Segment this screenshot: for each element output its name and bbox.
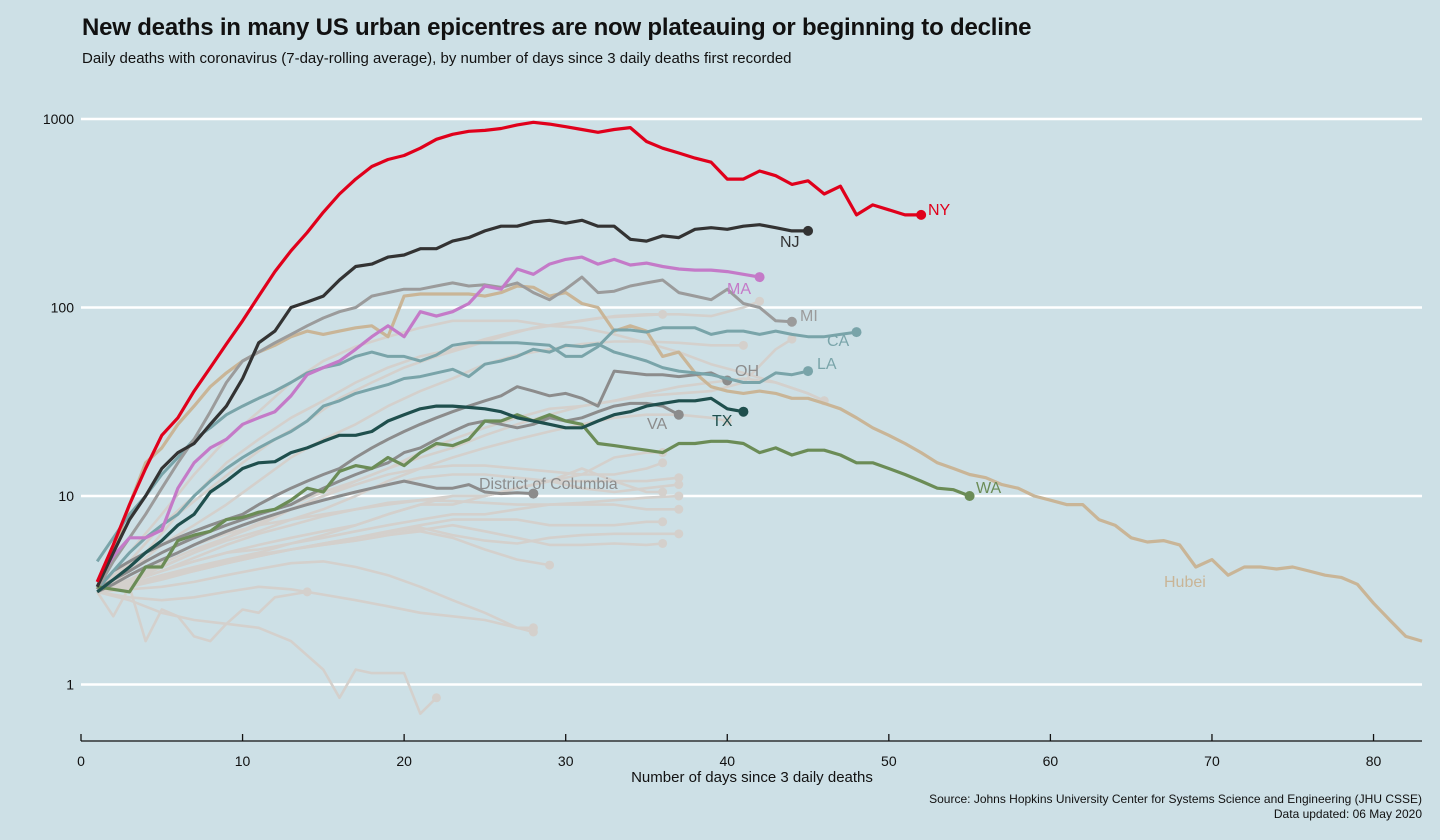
x-tick-label: 0 bbox=[77, 753, 85, 769]
label-oh: OH bbox=[735, 363, 759, 380]
background-series-end-marker bbox=[658, 538, 668, 548]
end-marker-mi bbox=[786, 316, 797, 327]
x-tick-label: 60 bbox=[1043, 753, 1059, 769]
source-line: Source: Johns Hopkins University Center … bbox=[929, 792, 1422, 806]
series-line-nj bbox=[95, 218, 808, 588]
x-tick-label: 20 bbox=[396, 753, 412, 769]
end-marker-district-of-columbia bbox=[528, 488, 539, 499]
background-series-line bbox=[96, 526, 679, 594]
x-tick-label: 40 bbox=[719, 753, 735, 769]
series-line-ny bbox=[95, 120, 922, 583]
background-series-line bbox=[96, 467, 663, 594]
end-marker-tx bbox=[738, 406, 749, 417]
background-series-end-marker bbox=[674, 504, 684, 514]
end-marker-la bbox=[803, 366, 814, 377]
background-series-end-marker bbox=[674, 473, 684, 483]
end-marker-ny bbox=[916, 209, 927, 220]
series-labels: NY NJ MA MI CA LA OH VA TX WA District of Columbia… bbox=[479, 202, 1206, 591]
x-axis-label: Number of days since 3 daily deaths bbox=[631, 769, 873, 786]
background-series-line bbox=[96, 319, 825, 591]
label-ca: CA bbox=[827, 333, 850, 350]
end-marker-ca bbox=[851, 327, 862, 338]
end-marker-ma bbox=[754, 272, 765, 283]
highlighted-series bbox=[95, 120, 1423, 643]
background-series-end-marker bbox=[787, 334, 797, 344]
background-series-line bbox=[96, 494, 679, 594]
background-series-line bbox=[97, 560, 534, 634]
chart-title: New deaths in many US urban epicentres a… bbox=[82, 14, 1032, 41]
label-wa: WA bbox=[976, 480, 1002, 497]
label-ma: MA bbox=[727, 281, 751, 298]
background-series-line bbox=[96, 590, 438, 715]
label-va: VA bbox=[647, 416, 667, 433]
background-series-end-marker bbox=[545, 560, 555, 570]
y-axis: 1 10 100 1000 bbox=[43, 111, 74, 693]
label-ny: NY bbox=[928, 202, 951, 219]
x-tick-label: 70 bbox=[1204, 753, 1220, 769]
series-line-tx bbox=[96, 396, 744, 594]
end-marker-nj bbox=[803, 225, 814, 236]
end-marker-va bbox=[673, 409, 684, 420]
grid-lines bbox=[81, 117, 1422, 686]
label-la: LA bbox=[817, 356, 837, 373]
background-series-line bbox=[96, 585, 534, 630]
background-series-end-marker bbox=[302, 587, 312, 597]
background-series-end-marker bbox=[674, 491, 684, 501]
background-series-end-marker bbox=[674, 529, 684, 539]
label-nj: NJ bbox=[780, 234, 800, 251]
series-line-ca bbox=[95, 326, 857, 563]
updated-line: Data updated: 06 May 2020 bbox=[1273, 807, 1422, 821]
series-line-oh bbox=[96, 369, 728, 591]
y-tick-label: 10 bbox=[58, 488, 74, 504]
label-hubei: Hubei bbox=[1164, 574, 1206, 591]
y-tick-label: 1000 bbox=[43, 111, 74, 127]
series-line-ma bbox=[95, 255, 760, 583]
background-series bbox=[96, 296, 829, 715]
background-series-end-marker bbox=[658, 458, 668, 468]
background-series-end-marker bbox=[722, 416, 732, 426]
label-mi: MI bbox=[800, 308, 818, 325]
x-axis: 0 10 20 30 40 50 60 70 80 bbox=[77, 734, 1422, 769]
background-series-end-marker bbox=[738, 340, 748, 350]
series-line-mi bbox=[95, 275, 792, 591]
background-series-end-marker bbox=[658, 517, 668, 527]
chart-subtitle: Daily deaths with coronavirus (7-day-rol… bbox=[82, 50, 792, 67]
background-series-end-marker bbox=[755, 296, 765, 306]
series-line-va bbox=[96, 401, 680, 591]
background-series-line bbox=[96, 585, 308, 643]
y-tick-label: 1 bbox=[66, 677, 74, 693]
x-tick-label: 80 bbox=[1366, 753, 1382, 769]
x-tick-label: 50 bbox=[881, 753, 897, 769]
x-tick-label: 10 bbox=[235, 753, 251, 769]
background-series-line bbox=[96, 340, 744, 591]
end-marker-wa bbox=[964, 491, 975, 501]
background-series-end-marker bbox=[658, 487, 668, 497]
background-series-line bbox=[96, 503, 679, 594]
series-line-la bbox=[96, 342, 809, 591]
background-series-line bbox=[96, 530, 550, 594]
series-line-hubei bbox=[95, 284, 1423, 643]
label-tx: TX bbox=[712, 413, 733, 430]
source-note: Source: Johns Hopkins University Center … bbox=[929, 792, 1422, 822]
label-district-of-columbia: District of Columbia bbox=[479, 476, 618, 493]
background-series-end-marker bbox=[431, 693, 441, 703]
background-series-end-marker bbox=[674, 480, 684, 490]
x-tick-label: 30 bbox=[558, 753, 574, 769]
background-series-end-marker bbox=[528, 623, 538, 633]
y-tick-label: 100 bbox=[51, 300, 75, 316]
